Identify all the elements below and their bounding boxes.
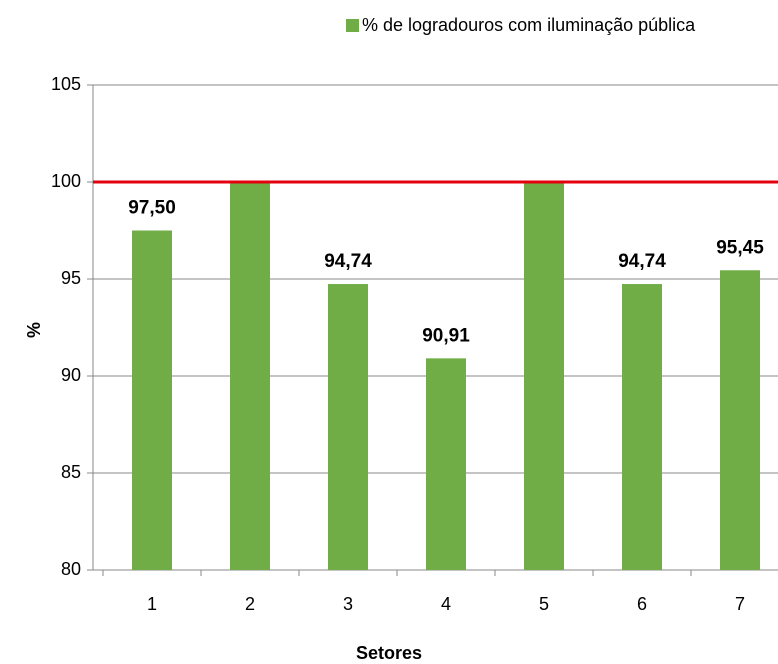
bar xyxy=(524,182,564,570)
x-tick-label: 7 xyxy=(735,594,745,614)
value-label: 94,74 xyxy=(618,251,666,272)
y-tick-label: 95 xyxy=(61,268,81,288)
legend-swatch xyxy=(346,19,359,32)
bar xyxy=(622,284,662,570)
value-label: 90,91 xyxy=(422,325,470,346)
y-axis-label: % xyxy=(24,322,44,338)
x-tick-label: 2 xyxy=(245,594,255,614)
value-label: 94,74 xyxy=(324,251,372,272)
x-tick-label: 5 xyxy=(539,594,549,614)
bar xyxy=(426,358,466,570)
x-axis-label: Setores xyxy=(356,643,422,663)
value-label: 95,45 xyxy=(716,237,764,258)
y-tick-label: 90 xyxy=(61,365,81,385)
bar xyxy=(328,284,368,570)
y-tick-label: 100 xyxy=(51,171,81,191)
x-tick-label: 4 xyxy=(441,594,451,614)
x-tick-label: 3 xyxy=(343,594,353,614)
x-tick-label: 1 xyxy=(147,594,157,614)
value-label: 97,50 xyxy=(128,198,176,219)
y-tick-label: 85 xyxy=(61,462,81,482)
x-tick-label: 6 xyxy=(637,594,647,614)
bar xyxy=(230,182,270,570)
legend-label: % de logradouros com iluminação pública xyxy=(362,15,696,35)
bar xyxy=(132,230,172,570)
y-tick-label: 80 xyxy=(61,559,81,579)
bar xyxy=(720,270,760,570)
y-tick-label: 105 xyxy=(51,74,81,94)
